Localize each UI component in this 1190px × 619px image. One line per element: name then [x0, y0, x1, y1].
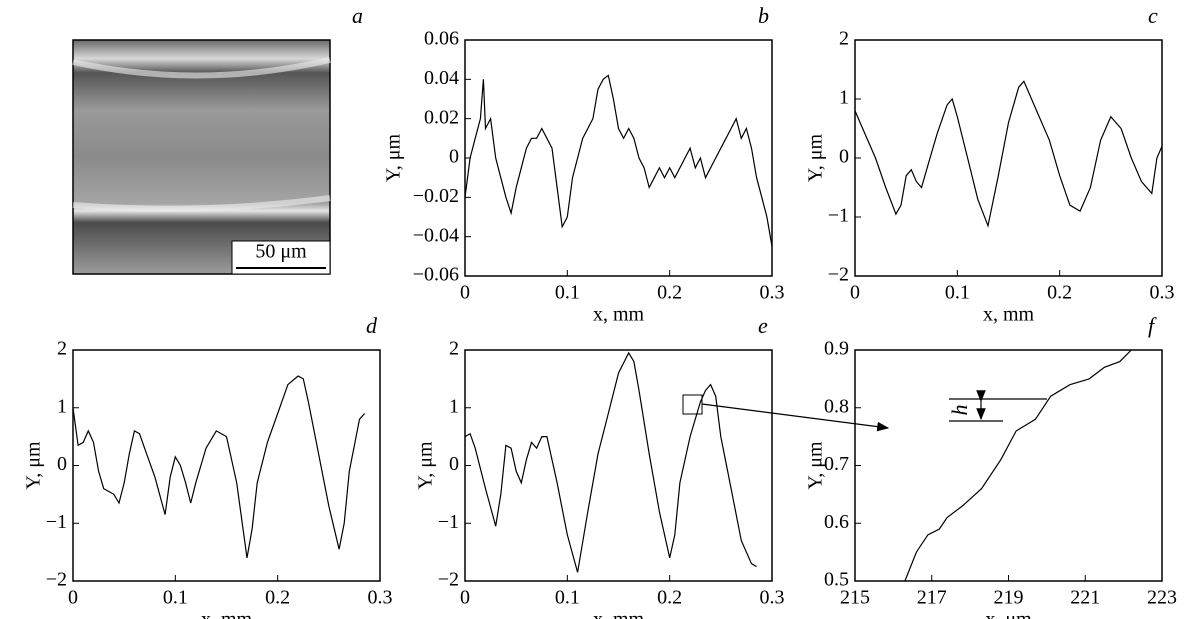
x-tick-label: 0.1: [555, 282, 580, 304]
line: [464, 74, 773, 247]
y-tick-label: 0.9: [824, 338, 849, 360]
y-axis-label: Y, μm: [23, 441, 45, 490]
plot-frame: [72, 349, 381, 582]
panel-label: d: [366, 313, 378, 338]
plot-frame: [464, 39, 773, 277]
x-tick-label: 0: [850, 282, 860, 304]
x-tick-label: 0: [460, 282, 470, 304]
y-tick-label: 0: [449, 453, 459, 475]
y-tick-label: 1: [449, 395, 459, 417]
y-tick-label: 0: [839, 146, 849, 168]
y-tick-label: 0.6: [824, 511, 849, 533]
x-tick-label: 0: [68, 587, 78, 609]
y-tick-label: −1: [46, 511, 67, 533]
annotation: h: [947, 405, 972, 416]
x-tick-label: 0.2: [265, 587, 290, 609]
y-tick-label: 0.04: [424, 67, 459, 89]
scale-bar-label: 50 μm: [255, 241, 307, 263]
panel-label: e: [758, 313, 768, 338]
x-axis-label: x, mm: [593, 304, 645, 326]
x-tick-label: 223: [1147, 587, 1177, 609]
x-tick-label: 0.1: [163, 587, 188, 609]
y-tick-label: −2: [828, 264, 849, 286]
x-axis-label: x, mm: [593, 609, 645, 619]
panel-label: f: [1148, 313, 1157, 338]
y-tick-label: 2: [449, 338, 459, 360]
y-tick-label: −0.02: [413, 185, 459, 207]
y-axis-label: Y, μm: [415, 441, 437, 490]
y-tick-label: −1: [438, 511, 459, 533]
y-axis-label: Y, μm: [383, 133, 405, 182]
y-tick-label: 0.02: [424, 106, 459, 128]
y-tick-label: −0.06: [413, 264, 459, 286]
x-tick-label: 221: [1070, 587, 1100, 609]
x-tick-label: 0.3: [368, 587, 393, 609]
x-tick-label: 0.2: [657, 587, 682, 609]
micrograph: [72, 39, 331, 275]
plot-frame: [854, 349, 1163, 582]
y-tick-label: 2: [839, 28, 849, 50]
y-tick-label: 0: [449, 146, 459, 168]
x-tick-label: 0: [460, 587, 470, 609]
y-tick-label: 2: [57, 338, 67, 360]
y-tick-label: −2: [438, 569, 459, 591]
y-tick-label: 0.8: [824, 395, 849, 417]
x-tick-label: 0.3: [1150, 282, 1175, 304]
x-tick-label: 0.2: [657, 282, 682, 304]
y-tick-label: 0.7: [824, 453, 849, 475]
y-tick-label: 0: [57, 453, 67, 475]
h-bracket: [949, 390, 1047, 422]
x-axis-label: x, mm: [201, 609, 253, 619]
y-tick-label: −1: [828, 205, 849, 227]
line: [904, 349, 1132, 582]
y-tick-label: 1: [57, 395, 67, 417]
panel-label: c: [1148, 3, 1158, 28]
x-axis-label: x, μm: [985, 609, 1032, 619]
line: [464, 351, 757, 573]
panel-label: b: [758, 3, 769, 28]
plot-frame: [854, 39, 1163, 277]
panel-label: a: [352, 3, 363, 28]
y-axis-label: Y, μm: [805, 441, 827, 490]
y-tick-label: −0.04: [413, 224, 459, 246]
zoom-arrow: [701, 403, 890, 432]
line: [854, 80, 1163, 228]
y-tick-label: 1: [839, 87, 849, 109]
x-tick-label: 0.3: [760, 587, 785, 609]
line: [72, 375, 366, 559]
x-tick-label: 0.1: [945, 282, 970, 304]
x-tick-label: 0.2: [1047, 282, 1072, 304]
x-tick-label: 0.1: [555, 587, 580, 609]
x-tick-label: 0.3: [760, 282, 785, 304]
x-axis-label: x, mm: [983, 304, 1035, 326]
y-tick-label: 0.06: [424, 28, 459, 50]
y-tick-label: −2: [46, 569, 67, 591]
y-axis-label: Y, μm: [805, 133, 827, 182]
x-tick-label: 215: [840, 587, 870, 609]
x-tick-label: 219: [994, 587, 1024, 609]
y-tick-label: 0.5: [824, 569, 849, 591]
x-tick-label: 217: [917, 587, 947, 609]
